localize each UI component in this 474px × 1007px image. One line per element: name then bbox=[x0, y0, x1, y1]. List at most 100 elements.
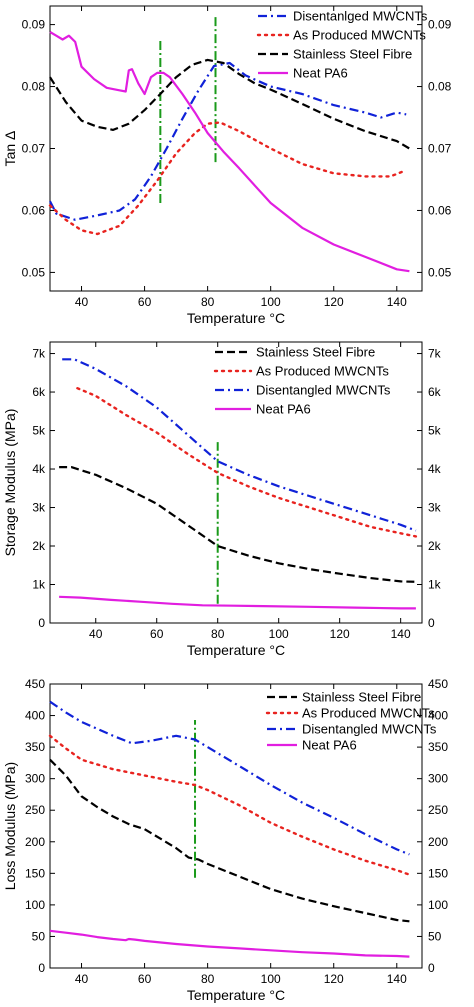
y-tick-label: 4k bbox=[32, 462, 46, 476]
x-axis-label: Temperature °C bbox=[187, 310, 285, 326]
series-line-ssf bbox=[49, 758, 410, 923]
y-axis-label: Storage Modulus (MPa) bbox=[2, 409, 18, 557]
y-tick-label: 0 bbox=[38, 616, 45, 630]
x-tick-label: 100 bbox=[269, 627, 289, 641]
x-tick-label: 100 bbox=[261, 972, 281, 986]
series-line-ap bbox=[48, 121, 408, 236]
y-tick-label-right: 3k bbox=[428, 501, 442, 515]
x-axis-label-text: Temperature bbox=[187, 642, 269, 658]
legend-label-ssf: Stainless Steel Fibre bbox=[293, 47, 412, 62]
x-tick-label: 120 bbox=[330, 627, 350, 641]
y-tick-label: 0.07 bbox=[22, 142, 46, 156]
x-tick-label: 40 bbox=[75, 972, 89, 986]
y-tick-label: 150 bbox=[25, 866, 45, 880]
x-tick-label: 60 bbox=[138, 295, 152, 309]
legend-label-ap: As Produced MWCNTs bbox=[256, 364, 389, 379]
legend-label-dis: Disentanlged MWCNTs bbox=[293, 9, 428, 24]
x-tick-label: 140 bbox=[391, 627, 411, 641]
y-axis-label: Tan Δ bbox=[2, 131, 18, 167]
y-tick-label-right: 2k bbox=[428, 539, 442, 553]
legend-label-ap: As Produced MWCNTs bbox=[293, 28, 426, 43]
x-tick-label: 40 bbox=[89, 627, 103, 641]
x-axis-label: Temperature °C bbox=[187, 987, 285, 1003]
y-tick-label: 0 bbox=[38, 961, 45, 975]
y-tick-label-right: 0.07 bbox=[428, 142, 452, 156]
x-tick-label: 140 bbox=[387, 295, 407, 309]
series-line-ssf bbox=[59, 466, 416, 583]
y-tick-label: 400 bbox=[25, 709, 45, 723]
y-tick-label-right: 350 bbox=[428, 740, 448, 754]
y-tick-label-right: 250 bbox=[428, 803, 448, 817]
x-axis-unit: °C bbox=[269, 642, 285, 658]
x-tick-label: 80 bbox=[201, 972, 215, 986]
y-tick-label: 250 bbox=[25, 803, 45, 817]
y-tick-label-right: 0.06 bbox=[428, 203, 452, 217]
x-axis-unit: °C bbox=[269, 987, 285, 1003]
x-tick-label: 100 bbox=[261, 295, 281, 309]
y-tick-label-right: 300 bbox=[428, 772, 448, 786]
y-tick-label: 100 bbox=[25, 898, 45, 912]
y-tick-label: 2k bbox=[32, 539, 46, 553]
legend-label-dis: Disentangled MWCNTs bbox=[302, 722, 437, 737]
y-tick-label-right: 450 bbox=[428, 677, 448, 691]
x-tick-label: 40 bbox=[75, 295, 89, 309]
series-line-pa6 bbox=[49, 929, 410, 958]
x-tick-label: 120 bbox=[324, 972, 344, 986]
series-line-ap bbox=[48, 734, 411, 876]
y-tick-label-right: 0.08 bbox=[428, 80, 452, 94]
legend-label-pa6: Neat PA6 bbox=[293, 66, 348, 81]
chart-panel-2: 40 60 80 100 120 140 0 0 1k 1k 2k 2k 3k 3k 4k 4k 5k 5k 6k 6… bbox=[2, 341, 442, 658]
plot-frame bbox=[49, 683, 423, 969]
y-tick-label-right: 4k bbox=[428, 462, 442, 476]
x-tick-label: 80 bbox=[201, 295, 215, 309]
x-tick-label: 120 bbox=[324, 295, 344, 309]
y-tick-label-right: 7k bbox=[428, 347, 442, 361]
y-axis-label: Loss Modulus (MPa) bbox=[2, 762, 18, 890]
series-line-ssf bbox=[49, 58, 410, 150]
legend-label-ap: As Produced MWCNTs bbox=[302, 706, 435, 721]
y-tick-label: 0.06 bbox=[22, 203, 46, 217]
y-tick-label-right: 1k bbox=[428, 578, 442, 592]
y-tick-label: 5k bbox=[32, 424, 46, 438]
x-axis-label: Temperature °C bbox=[187, 642, 285, 658]
x-axis-label-text: Temperature bbox=[187, 310, 269, 326]
y-tick-label-right: 0.09 bbox=[428, 18, 452, 32]
x-tick-label: 140 bbox=[387, 972, 407, 986]
y-tick-label-right: 50 bbox=[428, 929, 442, 943]
plot-frame bbox=[49, 341, 423, 624]
legend-label-ssf: Stainless Steel Fibre bbox=[302, 690, 421, 705]
y-tick-label: 7k bbox=[32, 347, 46, 361]
series-line-ap bbox=[76, 387, 418, 538]
y-tick-label-right: 0 bbox=[428, 961, 435, 975]
y-tick-label: 300 bbox=[25, 772, 45, 786]
x-tick-label: 80 bbox=[211, 627, 225, 641]
x-axis-unit: °C bbox=[269, 310, 285, 326]
y-tick-label: 450 bbox=[25, 677, 45, 691]
x-axis-label-text: Temperature bbox=[187, 987, 269, 1003]
y-tick-label: 6k bbox=[32, 385, 46, 399]
series-line-dis bbox=[49, 61, 407, 221]
y-tick-label-right: 100 bbox=[428, 898, 448, 912]
legend-label-ssf: Stainless Steel Fibre bbox=[256, 345, 375, 360]
series-line-pa6 bbox=[49, 31, 410, 273]
y-tick-label-right: 400 bbox=[428, 709, 448, 723]
x-tick-label: 60 bbox=[150, 627, 164, 641]
chart-panel-1: 40 60 80 100 120 140 0.05 0.05 0.06 0.06 0.07 0.07 0… bbox=[2, 5, 452, 326]
y-tick-label-right: 5k bbox=[428, 424, 442, 438]
legend-label-pa6: Neat PA6 bbox=[256, 402, 311, 417]
y-tick-label: 350 bbox=[25, 740, 45, 754]
y-tick-label-right: 0.05 bbox=[428, 265, 452, 279]
y-tick-label: 3k bbox=[32, 501, 46, 515]
y-tick-label-right: 200 bbox=[428, 835, 448, 849]
y-tick-label: 200 bbox=[25, 835, 45, 849]
series-line-pa6 bbox=[59, 595, 416, 610]
y-tick-label-right: 0 bbox=[428, 616, 435, 630]
chart-panel-3: 40 60 80 100 120 140 0 0 50 50 100 100 150 150 200 200 2… bbox=[2, 677, 448, 1003]
legend-label-dis: Disentangled MWCNTs bbox=[256, 383, 391, 398]
y-tick-label: 0.09 bbox=[22, 18, 46, 32]
y-tick-label: 1k bbox=[32, 578, 46, 592]
y-tick-label-right: 150 bbox=[428, 866, 448, 880]
x-tick-label: 60 bbox=[138, 972, 152, 986]
y-tick-label: 50 bbox=[32, 929, 46, 943]
